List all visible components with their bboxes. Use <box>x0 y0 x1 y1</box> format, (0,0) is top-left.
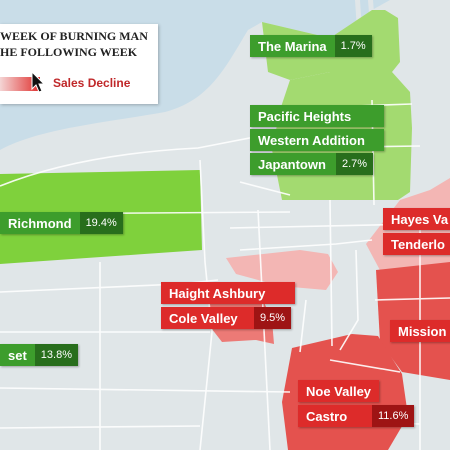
region-hayes-tenderloin <box>366 178 450 282</box>
neighborhood-name: Pacific Heights <box>250 105 384 127</box>
neighborhood-name: Japantown <box>250 153 336 175</box>
neighborhood-value: 11.6% <box>372 405 415 427</box>
label-the-marina: The Marina 1.7% <box>250 35 372 57</box>
neighborhood-name: Mission <box>390 320 450 342</box>
label-sunset: set 13.8% <box>0 344 78 366</box>
neighborhood-name: Western Addition <box>250 129 384 151</box>
label-japantown: Japantown 2.7% <box>250 153 374 175</box>
neighborhood-name: Richmond <box>0 212 80 234</box>
neighborhood-value: 19.4% <box>79 212 123 234</box>
label-hayes-valley: Hayes Va <box>383 208 450 230</box>
legend-title: WEEK OF BURNING MAN <box>0 29 148 43</box>
label-noe-valley: Noe Valley <box>298 380 380 402</box>
neighborhood-name: set <box>0 344 35 366</box>
legend-subtitle: HE FOLLOWING WEEK <box>0 45 138 59</box>
neighborhood-value: 9.5% <box>254 307 292 329</box>
label-pacific-heights: Pacific Heights <box>250 105 384 127</box>
neighborhood-name: Haight Ashbury <box>161 282 295 304</box>
neighborhood-value: 1.7% <box>334 35 372 57</box>
label-richmond: Richmond 19.4% <box>0 212 123 234</box>
decline-gradient-swatch <box>0 77 40 91</box>
neighborhood-name: Cole Valley <box>161 307 254 329</box>
sales-decline-label: Sales Decline <box>53 76 131 90</box>
region-haight-band <box>226 250 338 290</box>
neighborhood-name: Castro <box>298 405 372 427</box>
label-haight-ashbury: Haight Ashbury <box>161 282 295 304</box>
label-castro: Castro 11.6% <box>298 405 415 427</box>
neighborhood-value: 2.7% <box>336 153 374 175</box>
label-cole-valley: Cole Valley 9.5% <box>161 307 292 329</box>
neighborhood-value: 13.8% <box>34 344 78 366</box>
legend-panel: WEEK OF BURNING MAN HE FOLLOWING WEEK Sa… <box>0 24 158 104</box>
neighborhood-name: The Marina <box>250 35 335 57</box>
neighborhood-name: Tenderlo <box>383 233 450 255</box>
neighborhood-name: Hayes Va <box>383 208 450 230</box>
label-mission: Mission <box>390 320 450 342</box>
label-western-addition: Western Addition <box>250 129 384 151</box>
cursor-icon <box>31 71 45 93</box>
neighborhood-name: Noe Valley <box>298 380 380 402</box>
label-tenderloin: Tenderlo <box>383 233 450 255</box>
